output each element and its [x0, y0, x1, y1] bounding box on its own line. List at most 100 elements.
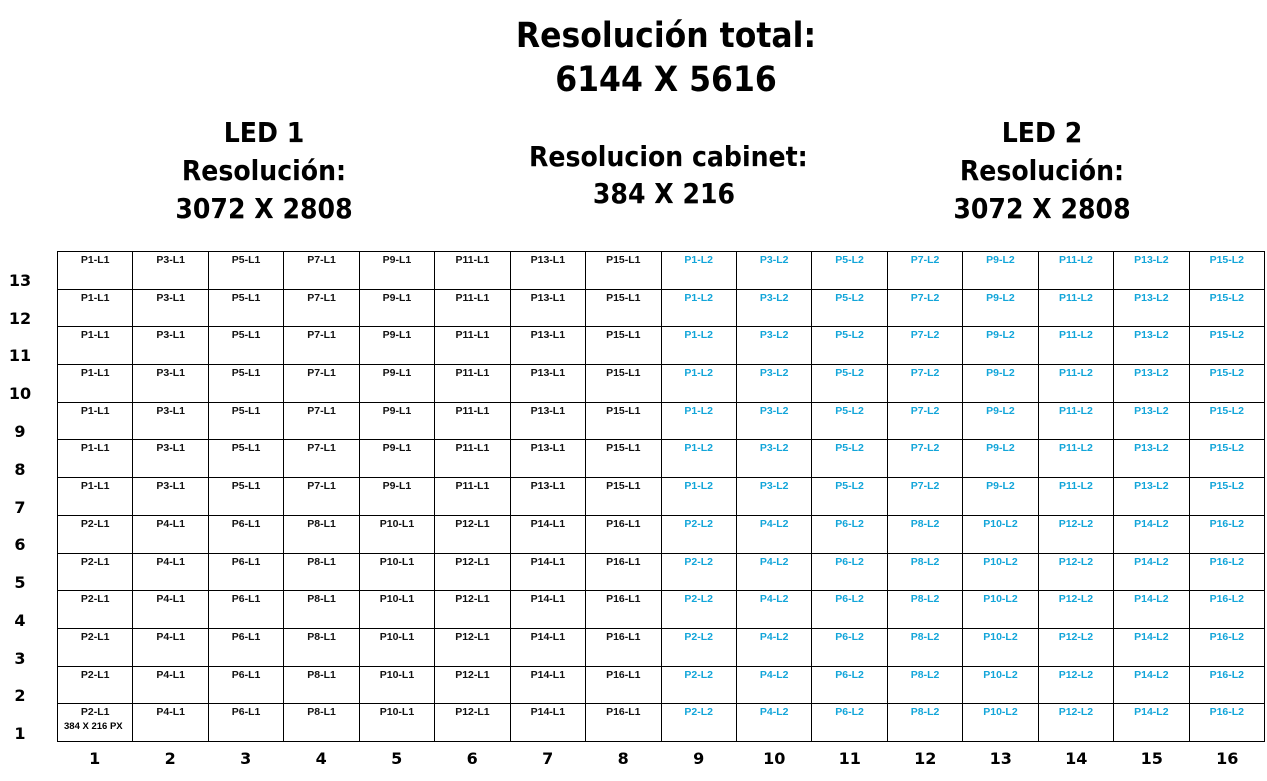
cabinet-pixel-note: 384 X 216 PX: [64, 721, 123, 733]
grid-cell: P4-L2: [736, 704, 813, 742]
total-resolution-label: Resolución total:: [515, 16, 817, 56]
grid-cell: P16-L1: [586, 704, 662, 742]
grid-cell: P15-L1: [586, 365, 662, 403]
grid-cell: P4-L1: [133, 553, 209, 592]
row-number: 9: [14, 421, 26, 441]
cell-label: P1-L1: [80, 367, 110, 380]
grid-cell: P12-L2: [1038, 515, 1115, 554]
grid-cell: P12-L1: [435, 628, 511, 667]
cell-label: P11-L1: [455, 404, 490, 417]
grid-cell: P5-L1: [208, 440, 285, 479]
cell-label: P10-L1: [379, 555, 415, 568]
cell-label: P10-L2: [983, 517, 1018, 530]
cell-label: P2-L1: [80, 706, 110, 719]
cell-label: P9-L2: [986, 480, 1015, 493]
cell-label: P12-L2: [1058, 706, 1094, 719]
grid-cell: P11-L2: [1038, 289, 1115, 328]
grid-cell: P4-L1: [133, 704, 209, 742]
cell-label: P5-L1: [231, 367, 261, 380]
cell-label: P10-L2: [983, 668, 1018, 681]
column-number: 4: [315, 749, 327, 768]
cell-label: P9-L2: [986, 329, 1015, 342]
grid-cell: P16-L2: [1189, 704, 1265, 742]
cell-label: P16-L1: [606, 668, 641, 681]
cell-label: P13-L2: [1134, 329, 1169, 342]
cell-label: P7-L2: [910, 291, 940, 304]
cell-label: P11-L2: [1058, 291, 1093, 304]
grid-cell: P3-L1: [133, 402, 209, 441]
grid-cell: P14-L1: [510, 628, 587, 667]
cell-label: P12-L2: [1058, 668, 1094, 681]
grid-cell: P4-L2: [736, 553, 813, 592]
cabinet-resolution-heading: Resolucion cabinet: 384 X 216: [529, 138, 808, 212]
grid-cell: P10-L1: [359, 553, 436, 592]
grid-cell: P2-L1: [58, 515, 134, 554]
cell-label: P6-L2: [835, 517, 864, 530]
grid-cell: P12-L2: [1038, 704, 1115, 742]
cell-label: P7-L2: [910, 480, 940, 493]
cell-label: P3-L1: [156, 480, 185, 493]
cell-label: P15-L1: [606, 291, 641, 304]
grid-cell: P8-L1: [284, 591, 360, 629]
grid-cell: P13-L1: [510, 289, 587, 328]
grid-cell: P9-L2: [963, 478, 1039, 516]
cabinet-resolution-value: 384 X 216: [592, 177, 736, 210]
grid-cell: P1-L1: [58, 327, 134, 366]
cell-label: P3-L1: [156, 442, 185, 455]
grid-cell: P8-L2: [887, 628, 964, 667]
cell-label: P12-L1: [455, 593, 490, 606]
grid-cell: P9-L1: [359, 440, 436, 479]
cell-label: P14-L2: [1134, 668, 1169, 681]
grid-cell: P2-L1: [58, 628, 134, 667]
grid-cell: P1-L2: [661, 365, 737, 403]
cell-label: P10-L1: [379, 517, 415, 530]
cell-label: P11-L2: [1058, 480, 1093, 493]
cell-label: P6-L1: [231, 593, 261, 606]
grid-cell: P1-L1: [58, 252, 134, 290]
grid-cell: P4-L1: [133, 666, 209, 705]
cell-label: P7-L2: [910, 367, 940, 380]
grid-cell: P12-L2: [1038, 628, 1115, 667]
cell-label: P13-L1: [530, 367, 566, 380]
grid-cell: P6-L2: [812, 591, 888, 629]
cell-label: P6-L2: [835, 593, 864, 606]
cell-label: P9-L2: [986, 404, 1015, 417]
row-number: 5: [14, 573, 26, 593]
grid-cell: P16-L1: [586, 666, 662, 705]
grid-cell: P5-L2: [812, 289, 888, 328]
cell-label: P1-L2: [684, 291, 714, 304]
cell-label: P5-L1: [231, 329, 261, 342]
grid-cell: P2-L2: [661, 704, 737, 742]
cell-label: P4-L2: [759, 668, 789, 681]
cell-label: P15-L2: [1209, 291, 1244, 304]
cell-label: P16-L1: [606, 706, 641, 719]
cell-label: P9-L1: [382, 442, 412, 455]
cell-label: P8-L2: [910, 706, 940, 719]
cell-label: P5-L1: [231, 404, 261, 417]
cell-label: P16-L2: [1209, 668, 1244, 681]
grid-cell: P9-L1: [359, 289, 436, 328]
cell-label: P16-L1: [606, 517, 641, 530]
cell-label: P7-L1: [307, 480, 336, 493]
cell-label: P8-L2: [910, 593, 940, 606]
grid-cell: P13-L1: [510, 440, 587, 479]
grid-cell: P16-L2: [1189, 666, 1265, 705]
cell-label: P7-L1: [307, 404, 336, 417]
cell-label: P3-L2: [759, 367, 789, 380]
grid-cell: P7-L1: [284, 440, 360, 479]
grid-cell: P15-L2: [1189, 440, 1265, 479]
grid-cell: P10-L2: [963, 704, 1039, 742]
grid-cell: P5-L2: [812, 402, 888, 441]
cell-label: P3-L2: [759, 480, 789, 493]
grid-cell: P16-L1: [586, 553, 662, 592]
grid-cell: P7-L2: [887, 252, 964, 290]
cell-label: P14-L2: [1134, 517, 1169, 530]
cell-label: P7-L2: [910, 442, 940, 455]
grid-cell: P11-L1: [435, 440, 511, 479]
grid-cell: P10-L2: [963, 666, 1039, 705]
grid-cell: P3-L2: [736, 440, 813, 479]
grid-cell: P8-L1: [284, 515, 360, 554]
cell-label: P11-L2: [1058, 442, 1093, 455]
grid-cell: P6-L2: [812, 515, 888, 554]
grid-cell: P6-L2: [812, 666, 888, 705]
